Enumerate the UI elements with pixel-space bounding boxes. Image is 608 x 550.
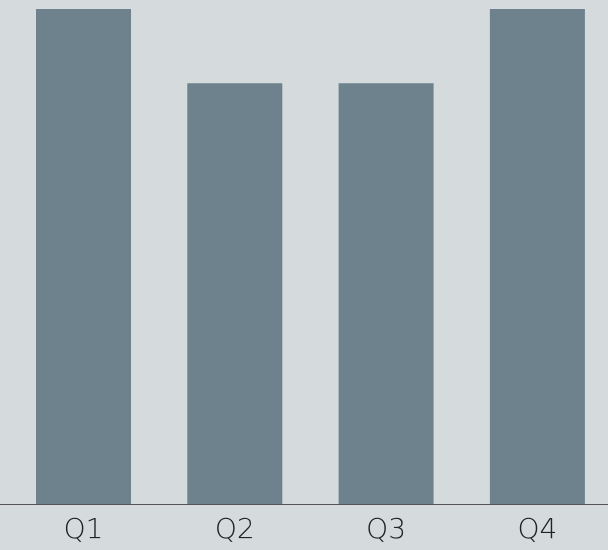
bar (36, 9, 131, 504)
x-tick-label: Q3 (366, 512, 406, 545)
x-tick-label: Q4 (517, 512, 557, 545)
bar (338, 83, 434, 504)
bar (187, 83, 283, 504)
x-tick-label: Q2 (215, 512, 255, 545)
x-tick-label: Q1 (64, 512, 104, 545)
bar (489, 9, 585, 504)
